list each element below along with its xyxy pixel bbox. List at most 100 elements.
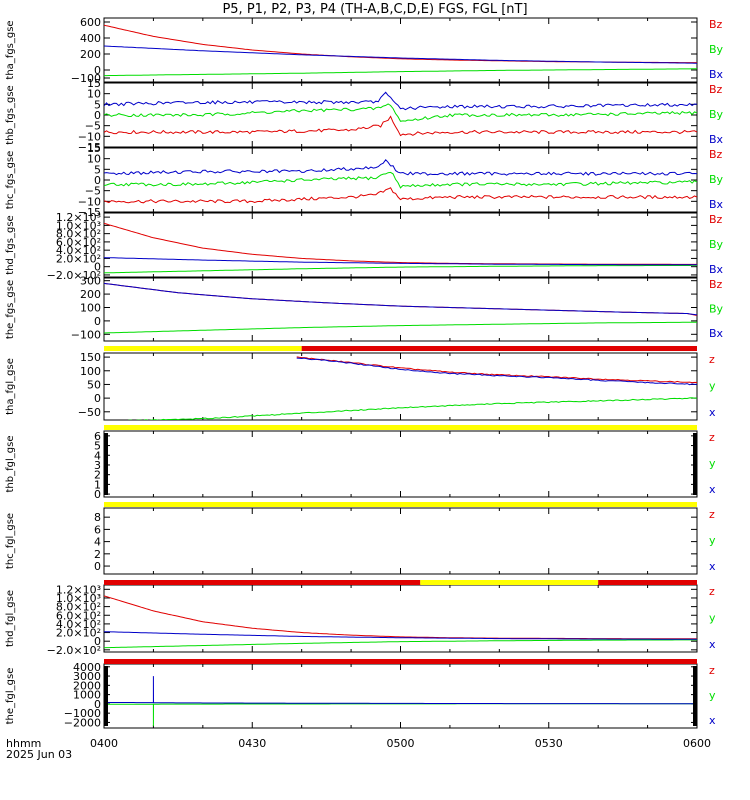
y-tick-label: 1.0×10³ [56,592,101,605]
y-tick-label: −50 [78,406,101,419]
y-tick-label: 2 [94,469,101,482]
series-line-y [127,397,697,420]
legend-entry-z: z [709,664,715,677]
status-bar-segment [420,580,599,585]
panel-ylabel: the_fgs_gse [5,280,16,339]
panel-thc_fgl_gse [103,507,698,575]
panel-frame [103,147,698,213]
status-bar-segment [598,580,697,585]
status-bar-segment [104,659,697,664]
y-tick-label: 4.0×10² [56,244,101,257]
panel-tha_fgs_gse [103,17,698,83]
panel-thd_fgl_gse [103,584,698,653]
panel-thb_fgs_gse [103,82,698,148]
y-tick-label: 1.2×10³ [56,583,101,596]
status-bar-segment [301,346,697,351]
panel-the_fgs_gse [103,277,698,342]
edge-marker-right [693,433,697,495]
legend-entry-z: z [709,353,715,366]
legend-entry-Bz: Bz [709,18,723,31]
status-bar-segment [104,346,302,351]
y-tick-label: 4 [94,536,101,549]
series-line-x [104,631,697,640]
y-tick-label: 0 [94,315,101,328]
y-tick-label: 0 [94,392,101,405]
panel-frame [103,663,698,729]
y-tick-label: 1000 [73,689,101,702]
y-tick-label: 150 [80,351,101,364]
y-tick-label: 8 [94,511,101,524]
legend-entry-By: By [709,173,724,186]
y-tick-label: 5 [94,440,101,453]
y-tick-label: 6 [94,430,101,443]
legend-entry-Bx: Bx [709,68,724,81]
panel-frame [103,507,698,575]
panel-frame [103,430,698,498]
y-tick-label: 5 [94,98,101,111]
y-tick-label: 0 [94,698,101,711]
panel-ylabel: thd_fgs_gse [5,215,16,274]
legend-entry-Bz: Bz [709,213,723,226]
x-tick-label: 0600 [683,737,711,750]
y-tick-label: 300 [80,275,101,288]
status-bar-segment [104,502,697,507]
y-tick-label: −1000 [64,707,101,720]
y-tick-label: 4.0×10² [56,618,101,631]
series-line-Bz [104,222,697,265]
legend-entry-y: y [709,612,716,625]
y-tick-label: 400 [80,32,101,45]
y-tick-label: 0 [94,174,101,187]
series-line-Bx [104,282,697,316]
y-tick-label: −100 [71,72,101,85]
series-line-Bx [104,45,697,64]
y-tick-label: 3000 [73,670,101,683]
series-line-z [296,356,697,384]
panel-ylabel: thc_fgl_gse [5,513,16,569]
series-line-y [104,639,697,649]
y-tick-label: 200 [80,48,101,61]
y-tick-label: −5 [85,185,101,198]
y-tick-label: 100 [80,365,101,378]
series-line-Bz [104,187,697,204]
y-tick-label: −5 [85,120,101,133]
series-line-By [104,171,697,189]
legend-entry-Bz: Bz [709,148,723,161]
y-tick-label: 1.2×10³ [56,211,101,224]
legend-entry-By: By [709,303,724,316]
panel-ylabel: tha_fgs_gse [5,20,16,79]
y-tick-label: 0 [94,64,101,77]
x-tick-label: 0500 [387,737,415,750]
edge-marker-right [693,666,697,726]
footer-time-label: hhmm [6,737,41,750]
panel-thd_fgs_gse [103,212,698,278]
series-line-x [296,357,697,386]
y-tick-label: 0 [94,560,101,573]
status-bar-segment [104,580,421,585]
y-tick-label: 4000 [73,661,101,674]
series-line-By [104,321,697,334]
y-tick-label: −10 [78,130,101,143]
legend-entry-z: z [709,508,715,521]
legend-entry-Bz: Bz [709,278,723,291]
legend-entry-z: z [709,431,715,444]
y-tick-label: 6 [94,523,101,536]
edge-marker-left [104,433,108,495]
panel-ylabel: the_fgl_gse [5,668,16,725]
edge-marker-left [104,666,108,726]
series-line-Bz [104,24,697,64]
y-tick-label: 2.0×10² [56,252,101,265]
legend-entry-By: By [709,238,724,251]
y-tick-label: −15 [78,141,101,154]
series-line-By [104,264,697,274]
legend-entry-x: x [709,483,716,496]
panel-ylabel: thd_fgl_gse [5,590,16,647]
y-tick-label: 2000 [73,679,101,692]
legend-entry-x: x [709,406,716,419]
legend-entry-y: y [709,534,716,547]
legend-entry-Bx: Bx [709,327,724,340]
panel-ylabel: thc_fgs_gse [5,151,16,210]
y-tick-label: 15 [87,77,101,90]
series-line-x [104,676,697,705]
y-tick-label: 0 [94,261,101,274]
